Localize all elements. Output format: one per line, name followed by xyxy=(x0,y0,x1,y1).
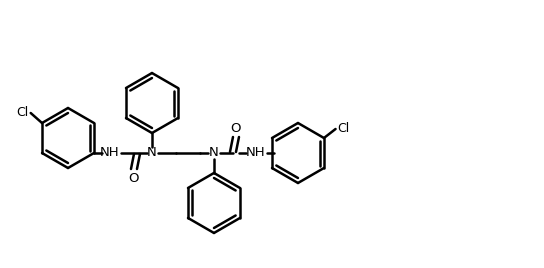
Text: O: O xyxy=(231,121,241,135)
Text: Cl: Cl xyxy=(16,106,29,120)
Text: NH: NH xyxy=(246,147,266,159)
Text: NH: NH xyxy=(100,147,120,159)
Text: Cl: Cl xyxy=(337,122,350,136)
Text: N: N xyxy=(147,147,157,159)
Text: N: N xyxy=(209,147,219,159)
Text: O: O xyxy=(129,172,139,184)
